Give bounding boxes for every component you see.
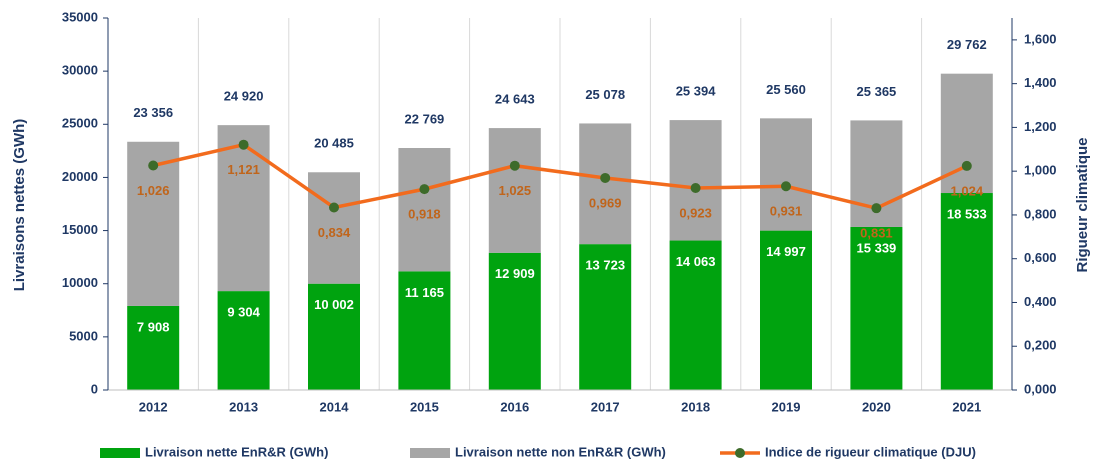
total-label: 25 365 bbox=[857, 84, 897, 99]
y2-tick-label: 0,400 bbox=[1024, 294, 1057, 309]
y-tick-label: 15000 bbox=[62, 222, 98, 237]
x-tick-label: 2019 bbox=[772, 399, 801, 414]
y2-tick-label: 1,200 bbox=[1024, 119, 1057, 134]
line-marker bbox=[871, 203, 882, 214]
bar-label: 10 002 bbox=[314, 297, 354, 312]
bar-label: 11 165 bbox=[405, 285, 444, 300]
x-tick-label: 2015 bbox=[410, 399, 439, 414]
total-label: 25 394 bbox=[676, 84, 717, 99]
line bbox=[152, 142, 968, 211]
y2-tick-label: 1,400 bbox=[1024, 75, 1057, 90]
total-label: 29 762 bbox=[947, 37, 987, 52]
legend-swatch bbox=[100, 448, 140, 458]
line-label: 0,923 bbox=[679, 205, 712, 220]
y-axis-title: Livraisons nettes (GWh) bbox=[11, 119, 28, 292]
y2-axis-title: Rigueur climatique bbox=[1074, 137, 1091, 272]
bar-segment bbox=[398, 271, 451, 390]
line-label: 1,121 bbox=[227, 162, 260, 177]
legend-label: Indice de rigueur climatique (DJU) bbox=[765, 444, 976, 459]
x-tick-label: 2014 bbox=[320, 399, 350, 414]
line-marker bbox=[509, 160, 520, 171]
legend-marker bbox=[735, 448, 745, 458]
line-label: 0,969 bbox=[589, 195, 622, 210]
y-tick-label: 25000 bbox=[62, 116, 98, 131]
line-label: 0,834 bbox=[318, 225, 351, 240]
legend-swatch bbox=[410, 448, 450, 458]
total-label: 22 769 bbox=[405, 111, 445, 126]
bar-segment bbox=[217, 125, 270, 292]
bar-segment bbox=[669, 120, 722, 241]
bar-label: 15 339 bbox=[857, 240, 897, 255]
line-marker bbox=[690, 183, 701, 194]
x-tick-label: 2021 bbox=[952, 399, 981, 414]
x-tick-label: 2017 bbox=[591, 399, 620, 414]
bar-segment bbox=[850, 226, 903, 390]
line-marker bbox=[600, 172, 611, 183]
line-label: 1,024 bbox=[951, 183, 984, 198]
line-marker bbox=[961, 160, 972, 171]
y2-tick-label: 0,000 bbox=[1024, 381, 1057, 396]
line-marker bbox=[148, 160, 159, 171]
y-tick-label: 5000 bbox=[69, 328, 98, 343]
y2-tick-label: 1,600 bbox=[1024, 31, 1057, 46]
total-label: 25 560 bbox=[766, 82, 806, 97]
bar-segment bbox=[669, 240, 722, 390]
line-marker bbox=[329, 202, 339, 213]
y2-tick-label: 0,600 bbox=[1024, 250, 1057, 265]
bar-segment bbox=[579, 123, 632, 245]
legend-label: Livraison nette EnR&R (GWh) bbox=[145, 444, 328, 459]
total-label: 23 356 bbox=[133, 105, 173, 120]
bar-label: 18 533 bbox=[947, 206, 987, 221]
bar-label: 9 304 bbox=[227, 305, 260, 320]
y-tick-label: 0 bbox=[91, 381, 98, 396]
bar-segment bbox=[308, 172, 360, 284]
y2-tick-label: 1,000 bbox=[1024, 163, 1057, 178]
bar-segment bbox=[488, 252, 541, 390]
total-label: 24 643 bbox=[495, 92, 535, 107]
line-label: 0,831 bbox=[860, 226, 893, 241]
line-label: 0,918 bbox=[408, 207, 441, 222]
y-tick-label: 35000 bbox=[62, 9, 98, 24]
line-marker bbox=[419, 184, 430, 195]
x-tick-label: 2020 bbox=[862, 399, 891, 414]
bar-segment bbox=[488, 128, 541, 253]
bar-segment bbox=[760, 118, 812, 231]
x-tick-label: 2016 bbox=[500, 399, 529, 414]
total-label: 25 078 bbox=[585, 87, 625, 102]
total-label: 24 920 bbox=[224, 89, 264, 104]
line-label: 1,026 bbox=[137, 183, 170, 198]
bar-segment bbox=[398, 147, 451, 272]
line-label: 0,931 bbox=[770, 204, 803, 219]
x-tick-label: 2012 bbox=[139, 399, 168, 414]
y-tick-label: 10000 bbox=[62, 275, 98, 290]
y2-tick-label: 0,800 bbox=[1024, 206, 1057, 221]
bar-label: 14 997 bbox=[766, 244, 806, 259]
bar-segment bbox=[308, 283, 360, 390]
bar-segment bbox=[940, 193, 993, 390]
line-label: 1,025 bbox=[499, 183, 532, 198]
line-marker bbox=[781, 181, 791, 192]
y2-tick-label: 0,200 bbox=[1024, 338, 1057, 353]
line-marker bbox=[238, 139, 249, 150]
bar-label: 12 909 bbox=[495, 266, 535, 281]
x-tick-label: 2018 bbox=[681, 399, 710, 414]
bar-segment bbox=[127, 305, 180, 390]
bar-segment bbox=[760, 230, 812, 390]
bar-label: 13 723 bbox=[585, 258, 625, 273]
y-tick-label: 30000 bbox=[62, 63, 98, 78]
legend-label: Livraison nette non EnR&R (GWh) bbox=[455, 444, 666, 459]
total-label: 20 485 bbox=[314, 136, 354, 151]
bar-label: 14 063 bbox=[676, 254, 716, 269]
x-tick-label: 2013 bbox=[229, 399, 258, 414]
bar-segment bbox=[579, 244, 632, 390]
bar-label: 7 908 bbox=[137, 319, 170, 334]
y-tick-label: 20000 bbox=[62, 169, 98, 184]
bar-segment bbox=[217, 291, 270, 390]
